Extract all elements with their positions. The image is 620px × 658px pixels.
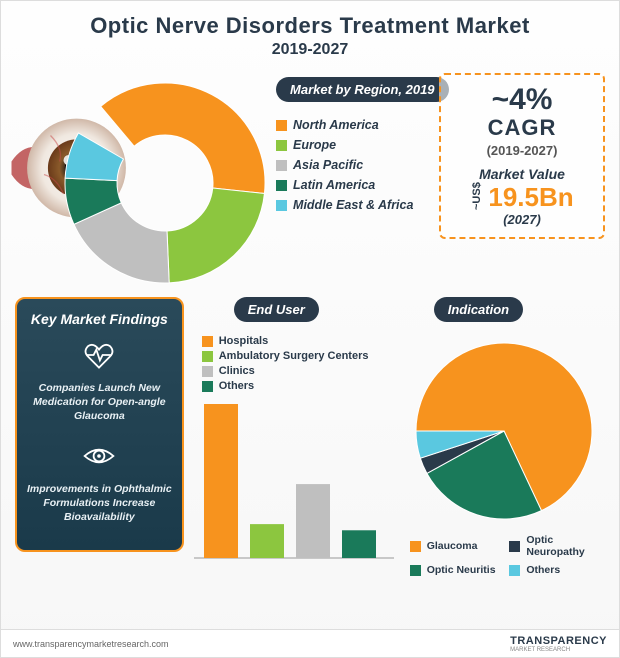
bottom-row: Key Market Findings Companies Launch New…	[1, 293, 619, 578]
market-value: 19.5Bn	[488, 184, 573, 210]
legend-label: Others	[219, 380, 254, 392]
footer: www.transparencymarketresearch.com TRANS…	[1, 629, 619, 657]
legend-label: Hospitals	[219, 335, 269, 347]
infographic-page: Optic Nerve Disorders Treatment Market 2…	[0, 0, 620, 658]
end-user-title: End User	[234, 297, 319, 322]
footer-logo: TRANSPARENCY MARKET RESEARCH	[510, 635, 607, 653]
legend-item: Middle East & Africa	[276, 198, 431, 212]
region-chart-title: Market by Region, 2019	[276, 77, 449, 102]
top-row: Market by Region, 2019 North America Euro…	[1, 65, 619, 293]
legend-item: Ambulatory Surgery Centers	[202, 350, 394, 362]
region-donut-area	[15, 73, 268, 293]
legend-item: Optic Neuropathy	[509, 534, 599, 558]
legend-swatch	[202, 336, 213, 347]
finding-text-1: Improvements in Ophthalmic Formulations …	[27, 482, 172, 525]
key-findings-panel: Key Market Findings Companies Launch New…	[15, 297, 184, 552]
legend-swatch	[509, 541, 520, 552]
legend-label: Latin America	[293, 178, 375, 192]
page-title: Optic Nerve Disorders Treatment Market	[11, 13, 609, 39]
legend-label: Ambulatory Surgery Centers	[219, 350, 369, 362]
indication-panel: Indication Glaucoma Optic Neuropathy Optic…	[404, 297, 605, 578]
legend-item: Europe	[276, 138, 431, 152]
legend-item: Optic Neuritis	[410, 564, 500, 576]
legend-label: Optic Neuropathy	[526, 534, 599, 558]
finding-text-0: Companies Launch New Medication for Open…	[27, 381, 172, 424]
legend-label: Middle East & Africa	[293, 198, 413, 212]
heartbeat-icon	[81, 337, 117, 373]
end-user-legend: Hospitals Ambulatory Surgery Centers Clini…	[202, 335, 394, 392]
legend-label: Others	[526, 564, 560, 576]
market-value-row: ~US$ 19.5Bn	[449, 184, 595, 210]
end-user-panel: End User Hospitals Ambulatory Surgery Cen…	[194, 297, 394, 573]
legend-label: Glaucoma	[427, 540, 478, 552]
legend-swatch	[410, 565, 421, 576]
region-legend: Market by Region, 2019 North AmericaEuro…	[276, 73, 431, 218]
indication-title: Indication	[434, 297, 523, 322]
cagr-label: CAGR	[449, 115, 595, 141]
legend-item: Others	[509, 564, 599, 576]
footer-url: www.transparencymarketresearch.com	[13, 639, 169, 649]
market-value-currency: ~US$	[471, 196, 483, 210]
eye-scan-icon	[81, 438, 117, 474]
legend-swatch	[509, 565, 520, 576]
market-value-label: Market Value	[449, 166, 595, 182]
cagr-box: ~4% CAGR (2019-2027) Market Value ~US$ 1…	[439, 73, 605, 239]
legend-swatch	[276, 180, 287, 191]
legend-label: Asia Pacific	[293, 158, 363, 172]
indication-pie-chart	[409, 336, 599, 526]
legend-swatch	[410, 541, 421, 552]
legend-swatch	[276, 140, 287, 151]
region-donut-chart	[55, 73, 275, 293]
legend-swatch	[202, 351, 213, 362]
legend-item: Hospitals	[202, 335, 394, 347]
legend-swatch	[202, 381, 213, 392]
legend-swatch	[276, 200, 287, 211]
legend-swatch	[276, 120, 287, 131]
legend-label: Clinics	[219, 365, 255, 377]
page-period: 2019-2027	[11, 41, 609, 59]
legend-label: Optic Neuritis	[427, 564, 496, 576]
legend-label: North America	[293, 118, 379, 132]
cagr-value: ~4%	[449, 85, 595, 115]
header: Optic Nerve Disorders Treatment Market 2…	[1, 1, 619, 65]
end-user-bar-chart	[194, 398, 394, 568]
legend-swatch	[276, 160, 287, 171]
legend-swatch	[202, 366, 213, 377]
legend-item: Latin America	[276, 178, 431, 192]
legend-item: Glaucoma	[410, 534, 500, 558]
legend-item: Others	[202, 380, 394, 392]
cagr-period: (2019-2027)	[449, 143, 595, 158]
indication-legend: Glaucoma Optic Neuropathy Optic Neuritis Ot…	[404, 532, 605, 578]
findings-title: Key Market Findings	[27, 311, 172, 327]
legend-label: Europe	[293, 138, 336, 152]
market-value-year: (2027)	[449, 212, 595, 227]
legend-item: Asia Pacific	[276, 158, 431, 172]
legend-item: Clinics	[202, 365, 394, 377]
legend-item: North America	[276, 118, 431, 132]
